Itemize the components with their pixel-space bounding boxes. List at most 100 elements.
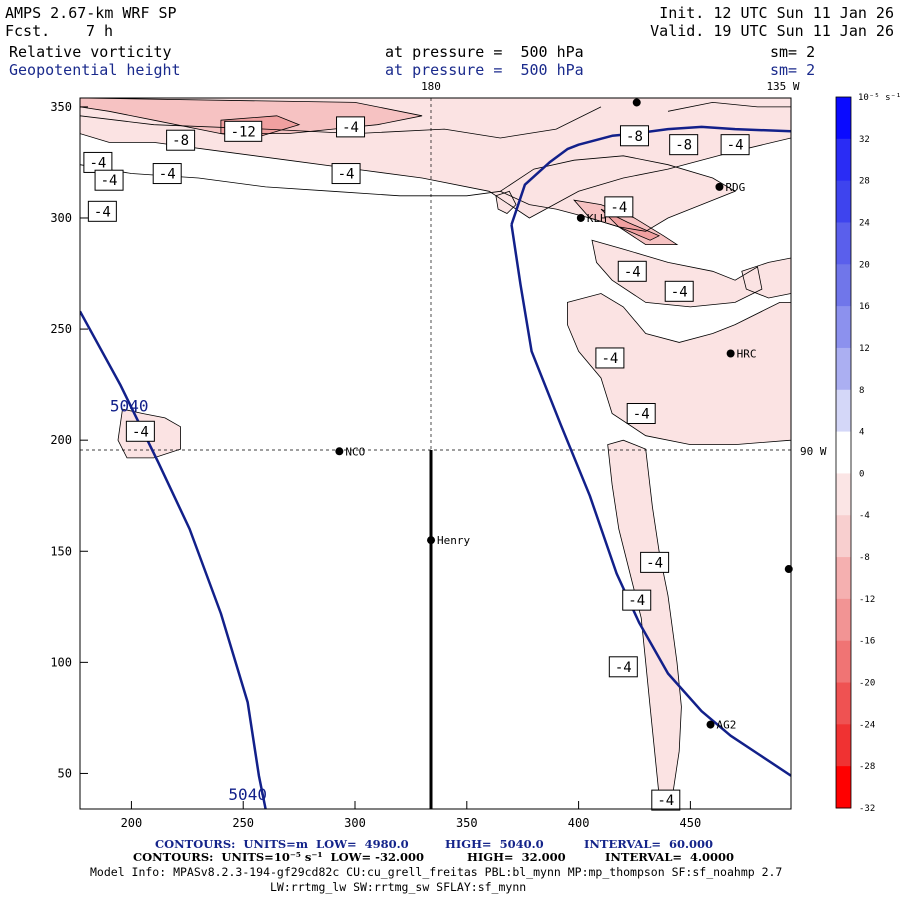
colorbar-segment-14 — [836, 682, 851, 725]
vorticity-label-1: -4 — [94, 169, 124, 191]
vorticity-label-17: -4 — [640, 551, 670, 573]
valid-time: Valid. 19 UTC Sun 11 Jan 26 — [650, 22, 894, 40]
colorbar-segment-13 — [836, 640, 851, 684]
field2-pressure: at pressure = 500 hPa — [385, 61, 584, 79]
station-label-3: RDG — [725, 181, 745, 194]
colorbar-tick-14: -24 — [859, 720, 875, 730]
map-guides — [80, 98, 791, 809]
vorticity-label-text: -4 — [101, 173, 118, 189]
colorbar-segment-0 — [836, 97, 851, 140]
vorticity-label-text: -4 — [94, 204, 111, 220]
vorticity-label-box — [331, 163, 361, 185]
footer-vort-contours-c: INTERVAL= 4.0000 — [605, 850, 735, 864]
vorticity-label-box — [166, 129, 196, 151]
vorticity-label-box — [604, 196, 634, 218]
vorticity-line-1 — [80, 106, 602, 139]
vorticity-line-0 — [80, 164, 501, 197]
station-dot-0 — [335, 447, 344, 456]
colorbar-tick-2: 24 — [859, 218, 870, 228]
vorticity-region-10 — [607, 440, 682, 796]
vorticity-contour-9 — [117, 408, 181, 459]
vorticity-label-box — [336, 116, 366, 138]
field1-pressure: at pressure = 500 hPa — [385, 43, 584, 61]
vorticity-label-text: -4 — [624, 264, 641, 280]
colorbar-tick-10: -8 — [859, 553, 870, 563]
colorbar-segment-9 — [836, 473, 851, 516]
vorticity-label-box — [664, 280, 694, 302]
field2-name: Geopotential height — [9, 61, 181, 79]
footer-vort-contours-a: CONTOURS: UNITS=10⁻⁵ s⁻¹ LOW= -32.000 — [133, 850, 424, 864]
model-title: AMPS 2.67-km WRF SP — [5, 4, 177, 22]
colorbar-tick-15: -28 — [859, 762, 875, 772]
vorticity-label-2: -4 — [87, 200, 117, 222]
x-tick-label-4: 400 — [568, 816, 590, 830]
y-tick-label-3: 200 — [50, 433, 72, 447]
vorticity-label-text: -4 — [342, 120, 359, 136]
vorticity-label-text: -4 — [159, 167, 176, 183]
station-label-0: NCO — [345, 445, 365, 458]
vorticity-label-10: -4 — [720, 134, 750, 156]
colorbar-tick-8: 0 — [859, 469, 864, 479]
vorticity-contour-labels: -4 -4 -4 -8 -12 -4 -4 -4 -8 -8 -4 -4 -4 -4 -4 -4 -4 -4 -4 -… — [83, 116, 750, 811]
vorticity-label-15: -4 — [626, 403, 656, 425]
vorticity-label-18: -4 — [622, 589, 652, 611]
vorticity-label-box — [622, 589, 652, 611]
vorticity-contour-7 — [567, 293, 791, 445]
vorticity-region-8 — [741, 258, 791, 298]
x-tick-label-3: 350 — [456, 816, 478, 830]
y-tick-label-4: 250 — [50, 322, 72, 336]
vorticity-label-box — [626, 403, 656, 425]
vorticity-label-box — [669, 134, 699, 156]
colorbar-segment-11 — [836, 557, 851, 600]
vorticity-label-box — [651, 789, 681, 811]
vorticity-label-text: -12 — [231, 124, 256, 140]
vorticity-contour-3 — [499, 155, 737, 232]
lon-90w-label: 90 W — [800, 445, 827, 458]
colorbar-tick-16: -32 — [859, 804, 875, 814]
x-tick-label-2: 300 — [344, 816, 366, 830]
station-dot-7 — [632, 98, 641, 107]
colorbar-segment-15 — [836, 724, 851, 767]
vorticity-label-3: -8 — [166, 129, 196, 151]
vorticity-label-12: -4 — [617, 260, 647, 282]
vorticity-label-9: -8 — [669, 134, 699, 156]
footer-height-contours-a: CONTOURS: UNITS=m LOW= 4980.0 — [155, 837, 409, 851]
colorbar-tick-3: 20 — [859, 260, 870, 270]
vorticity-label-text: -4 — [89, 155, 106, 171]
colorbar-segment-1 — [836, 138, 851, 182]
colorbar-tick-7: 4 — [859, 428, 864, 438]
vorticity-label-box — [595, 347, 625, 369]
vorticity-label-text: -4 — [628, 593, 645, 609]
vorticity-label-text: -8 — [626, 129, 643, 145]
vorticity-contour-2 — [220, 115, 301, 139]
vorticity-label-14: -4 — [595, 347, 625, 369]
x-tick-label-1: 250 — [232, 816, 254, 830]
vorticity-label-box — [94, 169, 124, 191]
vorticity-contour-0 — [80, 98, 791, 219]
vorticity-label-text: -4 — [657, 793, 674, 809]
colorbar-segment-6 — [836, 347, 851, 391]
vorticity-region-3 — [500, 155, 736, 232]
vorticity-label-6: -4 — [336, 116, 366, 138]
colorbar-segment-8 — [836, 431, 851, 474]
station-dot-5 — [706, 720, 715, 729]
field1-smoothing: sm= 2 — [770, 43, 816, 61]
height-contour-labels: 5040 5040 — [110, 396, 267, 804]
vorticity-label-box — [617, 260, 647, 282]
y-tick-label-2: 150 — [50, 544, 72, 558]
colorbar-segment-4 — [836, 264, 851, 307]
vorticity-label-text: -4 — [610, 200, 627, 216]
colorbar-tick-4: 16 — [859, 302, 870, 312]
vorticity-label-19: -4 — [608, 656, 638, 678]
fcst-value: 7 h — [86, 22, 114, 40]
field1-name: Relative vorticity — [9, 43, 172, 61]
footer-vort-contours-b: HIGH= 32.000 — [467, 850, 566, 864]
fcst-label: Fcst. — [5, 22, 51, 40]
colorbar-segment-12 — [836, 598, 851, 642]
vorticity-height-map: NCO Henry KLH RDG HRC AG2 -4 -4 -4 -8 -12 -4 -4 -4 -8… — [50, 80, 900, 830]
plot-frame — [79, 97, 792, 810]
vorticity-label-box — [720, 134, 750, 156]
colorbar-unit: 10⁻⁵ s⁻¹ — [858, 93, 900, 103]
colorbar-segment-5 — [836, 306, 851, 349]
vorticity-label-box — [640, 551, 670, 573]
